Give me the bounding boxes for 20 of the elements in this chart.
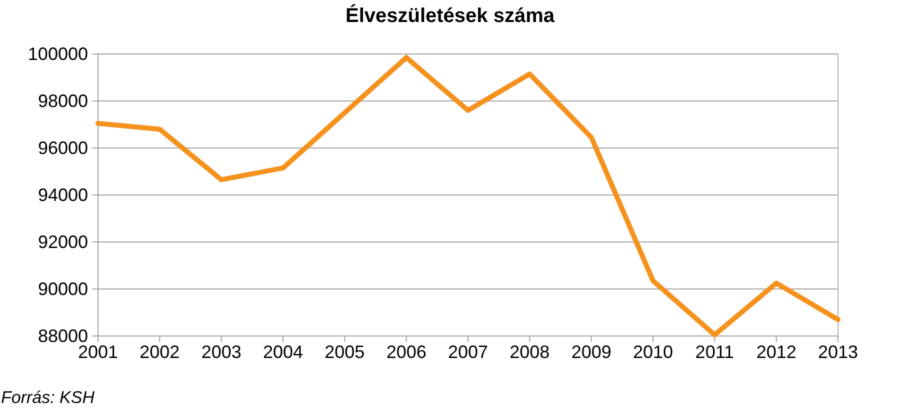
- x-tick-label: 2007: [448, 342, 488, 362]
- x-tick-label: 2006: [386, 342, 426, 362]
- y-tick-label: 94000: [38, 184, 88, 205]
- y-tick-label: 92000: [38, 232, 88, 252]
- x-tick-label: 2010: [632, 342, 674, 362]
- y-tick-label: 96000: [38, 138, 88, 158]
- y-tick-label: 90000: [38, 278, 88, 299]
- x-tick-label: 2008: [510, 342, 550, 362]
- x-tick-label: 2002: [140, 342, 180, 362]
- chart-title: Élveszületések száma: [345, 4, 556, 27]
- x-tick-label: 2003: [201, 342, 242, 362]
- y-tick-label: 98000: [38, 90, 88, 111]
- y-tick-label: 100000: [28, 44, 88, 64]
- x-tick-label: 2012: [756, 342, 796, 362]
- text: Forrás: KSH: [1, 388, 96, 407]
- x-tick-label: 2005: [324, 342, 365, 362]
- x-tick-label: 2004: [262, 342, 304, 362]
- x-tick-label: 2013: [818, 342, 858, 362]
- x-tick-label: 2009: [571, 342, 612, 362]
- x-tick-label: 2011: [695, 342, 734, 362]
